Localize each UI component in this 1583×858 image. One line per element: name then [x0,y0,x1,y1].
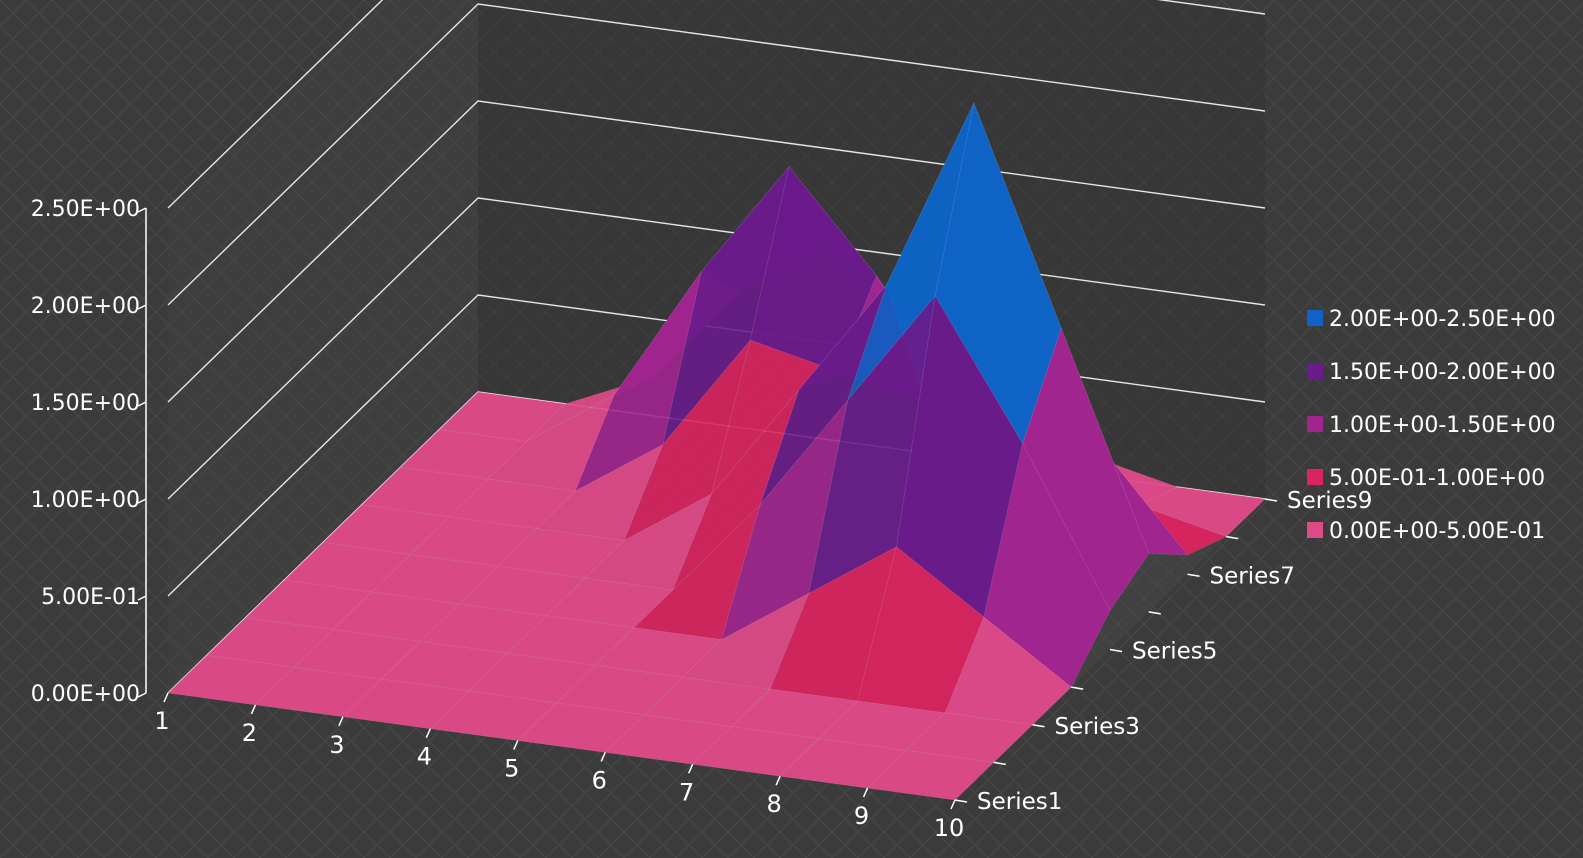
legend-swatch [1307,310,1323,326]
z-tick-mark [993,761,1006,766]
y-tick-mark [137,207,147,213]
z-tick-mark [1226,535,1239,540]
x-tick-mark [950,799,956,810]
x-tick-label: 1 [154,707,169,735]
x-tick-mark [775,775,781,786]
x-tick-label: 7 [679,778,694,806]
legend-label: 1.50E+00-2.00E+00 [1329,360,1556,385]
z-tick-mark [954,799,968,803]
y-tick-mark [137,498,147,504]
z-tick-mark [1264,498,1278,502]
x-tick-mark [425,728,432,738]
y-tick-label: 2.00E+00 [31,294,140,319]
y-tick-mark [137,692,147,698]
x-tick-label: 6 [592,766,607,794]
z-tick-label: Series7 [1210,563,1295,589]
x-tick-mark [862,787,869,798]
legend-label: 1.00E+00-1.50E+00 [1329,413,1556,438]
gridline [167,0,1266,209]
legend-swatch [1307,416,1323,432]
y-tick-label: 2.50E+00 [31,197,140,222]
x-tick-label: 8 [766,790,781,818]
x-tick-mark [163,692,169,703]
z-tick-label: Series1 [977,789,1062,815]
z-tick-label: Series9 [1287,488,1372,514]
x-tick-mark [338,716,344,727]
z-tick-mark [1148,611,1161,615]
x-tick-mark [513,740,519,750]
legend-swatch [1307,363,1323,379]
y-tick-label: 0.00E+00 [31,682,140,707]
x-tick-label: 2 [242,719,257,747]
y-tick-mark [137,595,147,601]
y-tick-label: 1.00E+00 [31,488,140,513]
x-tick-mark [250,704,257,715]
side-wall [168,0,478,693]
legend-label: 2.00E+00-2.50E+00 [1329,307,1556,332]
y-tick-mark [137,401,147,407]
z-tick-mark [1071,686,1084,690]
x-tick-mark [600,752,606,762]
x-tick-label: 9 [854,802,869,830]
legend-label: 5.00E-01-1.00E+00 [1329,466,1545,491]
x-tick-mark [687,764,694,774]
x-tick-label: 3 [329,731,344,759]
y-tick-label: 5.00E-01 [41,585,140,610]
y-tick-label: 1.50E+00 [31,391,140,416]
z-tick-label: Series5 [1132,639,1217,665]
legend-label: 0.00E+00-5.00E-01 [1329,519,1545,544]
legend-swatch [1307,522,1323,538]
x-tick-label: 5 [504,755,519,783]
z-tick-mark [1032,724,1045,728]
legend-swatch [1307,469,1323,485]
gridline [167,100,1266,403]
z-tick-label: Series3 [1055,714,1140,740]
x-tick-label: 4 [417,743,432,771]
y-tick-mark [137,304,147,310]
gridline [167,3,1266,306]
z-tick-mark [1187,573,1200,577]
surface-cell [1022,327,1150,612]
z-tick-mark [1109,648,1123,653]
x-tick-label: 10 [934,814,965,842]
